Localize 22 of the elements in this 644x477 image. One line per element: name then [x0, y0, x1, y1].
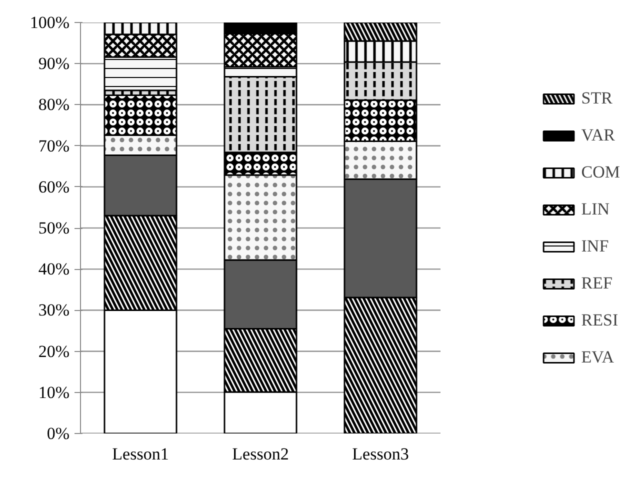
- x-tick-label: Lesson2: [232, 444, 289, 464]
- y-tick-label: 0%: [46, 424, 70, 443]
- legend-label: RESI: [581, 310, 618, 330]
- y-tick-label: 90%: [38, 54, 70, 74]
- y-tick-label: 60%: [38, 177, 70, 196]
- legend-label: EVA: [581, 347, 614, 367]
- y-tick-label: 70%: [38, 136, 70, 156]
- y-tick-label: 10%: [38, 382, 70, 402]
- legend-label: STR: [581, 88, 612, 108]
- legend-label: INF: [581, 236, 609, 256]
- legend-label: COM: [581, 162, 620, 182]
- legend-label: LIN: [581, 199, 610, 219]
- y-tick-label: 50%: [38, 218, 70, 238]
- y-tick-label: 40%: [38, 260, 70, 279]
- x-tick-label: Lesson1: [112, 444, 169, 464]
- legend-label: VAR: [581, 125, 615, 145]
- x-tick-label: Lesson3: [352, 444, 409, 464]
- y-tick-label: 100%: [30, 13, 70, 32]
- y-tick-label: 80%: [38, 95, 70, 114]
- legend-label: REF: [581, 273, 612, 293]
- y-tick-label: 30%: [38, 300, 70, 320]
- y-tick-label: 20%: [38, 342, 70, 361]
